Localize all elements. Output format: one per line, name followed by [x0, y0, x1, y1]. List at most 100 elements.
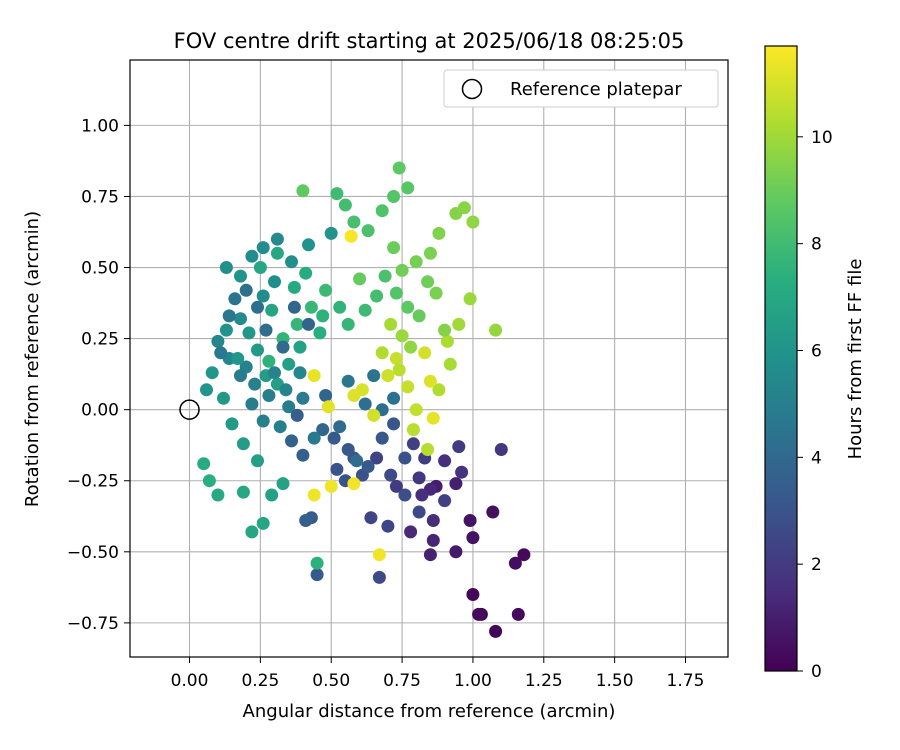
- data-point: [389, 286, 403, 300]
- data-point: [299, 514, 313, 527]
- data-point: [200, 383, 213, 397]
- data-point: [302, 317, 315, 331]
- data-point: [211, 334, 225, 348]
- data-point: [404, 340, 418, 354]
- data-point: [321, 400, 335, 414]
- data-point: [443, 357, 457, 371]
- data-point: [364, 511, 378, 525]
- data-point: [372, 570, 386, 584]
- data-point: [307, 488, 321, 502]
- data-point: [358, 397, 372, 411]
- data-point: [486, 505, 500, 519]
- data-point: [256, 241, 270, 255]
- data-point: [463, 292, 477, 306]
- data-point: [276, 340, 290, 354]
- data-point: [438, 494, 452, 508]
- data-point: [375, 204, 389, 218]
- data-point: [236, 485, 250, 499]
- data-point: [219, 261, 233, 274]
- data-point: [307, 431, 321, 445]
- data-point: [375, 431, 389, 445]
- data-point: [293, 366, 307, 380]
- data-point: [426, 411, 440, 425]
- data-point: [452, 317, 466, 331]
- data-point: [234, 269, 247, 283]
- data-point: [381, 369, 395, 383]
- data-point: [236, 437, 250, 451]
- x-tick-label: 0.50: [312, 671, 350, 691]
- data-point: [511, 607, 525, 621]
- plot-frame: [129, 59, 729, 658]
- data-point: [372, 548, 386, 562]
- data-point: [299, 266, 313, 280]
- data-point: [341, 374, 355, 388]
- data-point: [211, 488, 225, 502]
- colorbar-gradient: [764, 45, 798, 672]
- data-point: [401, 181, 415, 195]
- data-point: [319, 283, 333, 297]
- data-point: [466, 215, 480, 229]
- data-point: [214, 346, 228, 360]
- y-axis-label: Rotation from reference (arcmin): [22, 211, 43, 507]
- y-tick-label: 0.75: [81, 187, 119, 207]
- y-tick-label: −0.50: [67, 543, 119, 563]
- data-point: [341, 443, 355, 456]
- data-point: [265, 488, 279, 502]
- data-point: [256, 516, 270, 530]
- data-point: [415, 488, 429, 502]
- data-point: [449, 477, 463, 491]
- colorbar-tick-label: 2: [811, 555, 822, 575]
- data-point: [234, 369, 247, 383]
- data-point: [452, 440, 466, 454]
- data-point: [205, 366, 219, 380]
- data-point: [466, 588, 480, 601]
- data-point: [296, 184, 310, 198]
- colorbar-tick-label: 6: [811, 341, 822, 361]
- data-point: [406, 423, 420, 437]
- data-point: [401, 300, 415, 314]
- data-point: [392, 161, 406, 175]
- data-point: [231, 352, 245, 365]
- data-point: [307, 369, 321, 383]
- data-point: [438, 454, 452, 468]
- legend-box: [443, 69, 719, 108]
- x-tick-label: 0.25: [241, 671, 279, 691]
- y-tick-label: 0.50: [81, 259, 119, 279]
- x-tick-label: 1.00: [454, 671, 492, 691]
- data-point: [268, 275, 281, 289]
- data-point: [457, 201, 471, 215]
- data-point: [449, 545, 463, 559]
- data-point: [234, 312, 247, 326]
- data-point: [222, 309, 236, 323]
- data-point: [324, 479, 338, 493]
- data-point: [270, 246, 284, 260]
- data-point: [472, 607, 486, 621]
- data-point: [398, 488, 412, 502]
- data-point: [398, 451, 412, 465]
- data-point: [384, 317, 398, 331]
- data-point: [432, 226, 446, 240]
- data-point: [358, 303, 372, 317]
- data-point: [239, 283, 253, 297]
- data-point: [423, 548, 437, 562]
- data-point: [418, 346, 432, 360]
- data-point: [381, 519, 395, 533]
- data-point: [412, 471, 426, 485]
- data-point: [375, 346, 389, 360]
- data-point: [251, 454, 264, 468]
- data-point: [353, 272, 367, 286]
- data-point: [423, 374, 437, 388]
- data-point: [324, 226, 338, 240]
- legend-reference-marker: [461, 78, 483, 100]
- data-point: [384, 468, 398, 482]
- colorbar: 0 2 4 6 8 10 Hours from first FF file: [764, 45, 866, 682]
- data-point: [387, 417, 401, 431]
- data-point: [245, 249, 259, 263]
- data-point: [316, 423, 330, 437]
- data-point: [370, 451, 384, 465]
- data-point: [395, 329, 409, 343]
- data-point: [361, 224, 375, 238]
- data-point: [225, 417, 239, 431]
- data-point: [367, 369, 381, 383]
